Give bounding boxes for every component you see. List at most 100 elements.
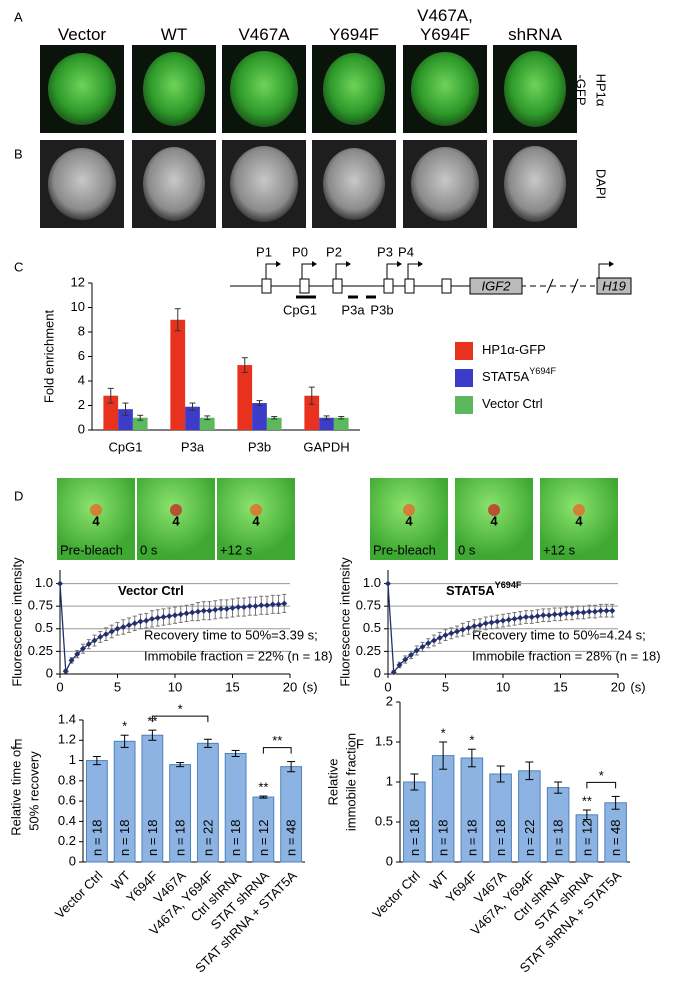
point	[137, 618, 144, 625]
point	[172, 612, 178, 619]
error-bar	[611, 795, 620, 810]
point	[390, 669, 397, 676]
x-tick-label: CpG1	[109, 439, 143, 454]
point	[149, 615, 155, 622]
exon	[441, 278, 452, 294]
error-bar	[92, 756, 101, 766]
legend-swatch	[455, 396, 473, 414]
region-label: P3a	[341, 302, 365, 317]
gene-box	[596, 277, 632, 295]
point	[511, 615, 518, 622]
arrow-head	[609, 261, 614, 267]
y-tick-label: 6	[78, 348, 85, 363]
exon	[383, 278, 394, 294]
exon	[332, 278, 343, 294]
y-tick-label: 1	[69, 752, 76, 767]
point	[183, 610, 190, 617]
chart-title: STAT5AY694F	[446, 580, 522, 598]
error-bar	[174, 308, 181, 332]
point	[517, 614, 524, 621]
point	[580, 609, 587, 616]
bar	[185, 406, 200, 430]
bar-note: n = 22	[200, 819, 215, 856]
bar-note: n = 18	[464, 819, 479, 856]
significance: **	[582, 793, 592, 808]
significance: **	[258, 780, 268, 795]
bleach-spot	[573, 504, 585, 516]
point	[223, 605, 230, 612]
bleach-spot	[488, 504, 500, 516]
frap-frame	[57, 478, 135, 560]
error-bar	[204, 415, 211, 421]
point	[154, 614, 161, 621]
arrow-head	[312, 261, 317, 267]
x-tick-label: Vector Ctrl	[369, 868, 423, 922]
x-tick-label: 5	[442, 679, 449, 694]
bar	[319, 417, 334, 430]
y-axis-label: Fold enrichment	[41, 310, 56, 404]
error-bar	[137, 414, 144, 421]
point	[229, 604, 236, 611]
chart-title-superscript: Y694F	[495, 580, 522, 590]
y-tick-label: 4	[78, 372, 85, 387]
frap-frame	[137, 478, 215, 560]
point	[120, 623, 127, 630]
error-bar	[189, 402, 196, 411]
y-tick-label: 0	[78, 421, 85, 436]
bar-note: n = 22	[522, 819, 537, 856]
frame-marker: 4	[405, 513, 413, 528]
point	[546, 612, 552, 619]
y-axis-label: Relative	[325, 759, 340, 806]
exon	[299, 278, 310, 294]
legend-label-main: STAT5A	[482, 369, 530, 384]
y-tick-label: 2	[78, 397, 85, 412]
nucleus	[504, 51, 566, 127]
x-tick-label: 20	[283, 679, 297, 694]
error-bar	[120, 734, 129, 748]
point	[97, 633, 104, 640]
nucleus	[48, 53, 116, 125]
point	[551, 611, 558, 618]
frame-label: +12 s	[220, 542, 253, 557]
significance: *	[469, 733, 474, 748]
bar-note: n = 18	[145, 819, 160, 856]
legend-label: Vector Ctrl	[482, 396, 543, 411]
error-bar	[259, 795, 268, 799]
y-tick-label: 0	[69, 853, 76, 868]
promoter-label: P2	[326, 244, 342, 259]
point	[396, 661, 403, 668]
point	[574, 609, 581, 616]
point	[235, 604, 242, 611]
gene-name: IGF2	[482, 278, 512, 293]
panel-label: D	[14, 488, 23, 503]
y-tick-label: 1.2	[58, 732, 76, 747]
annotation: Immobile fraction = 28% (n = 18)	[472, 648, 661, 663]
y-tick-label: 1	[386, 773, 393, 788]
nucleus	[230, 51, 298, 127]
error-bar	[148, 729, 157, 741]
error-bar	[308, 386, 315, 405]
bar	[199, 417, 215, 430]
row-label: -GFP	[574, 74, 589, 105]
error-bar	[554, 781, 563, 794]
point	[557, 611, 564, 618]
frap-frame	[455, 478, 533, 560]
bar-note: n = 18	[436, 819, 451, 856]
bracket-label: *	[178, 702, 183, 717]
y-tick-label: 0.5	[375, 813, 393, 828]
y-tick-label: 0.2	[58, 833, 76, 848]
y-tick-label: 0.25	[356, 643, 381, 658]
bar-note: n = 18	[228, 819, 243, 856]
error-bar	[439, 741, 448, 770]
bracket-label: **	[272, 733, 282, 748]
error-bar	[338, 416, 345, 420]
exon	[261, 278, 272, 294]
row-label: HP1α	[594, 74, 609, 107]
panel-label: F	[356, 736, 364, 751]
legend-swatch	[455, 369, 473, 387]
error-bar	[410, 773, 419, 791]
promoter-arrow	[335, 263, 346, 279]
point	[534, 613, 541, 620]
promoter-label: P3	[377, 244, 393, 259]
